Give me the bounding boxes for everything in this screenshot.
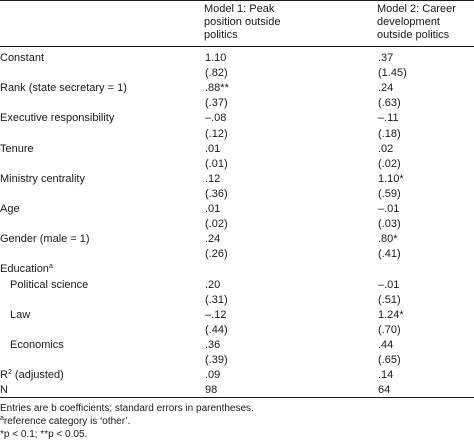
header-rule	[0, 46, 474, 47]
model-1-value: –.12	[205, 308, 227, 321]
model-2-value: .02	[378, 142, 394, 155]
table-row: (.36) (.59)	[0, 187, 474, 202]
table-row: N 98 64	[0, 383, 474, 398]
model-1-value: .01	[205, 142, 221, 155]
model-2-value: –.11	[378, 112, 399, 125]
model-2-value: –.01	[378, 278, 400, 291]
table-row: (.31) (.51)	[0, 293, 474, 308]
table-row: Age .01 –.01	[0, 202, 474, 217]
row-label: Economics	[10, 338, 64, 351]
model-1-value: 1.10	[205, 52, 227, 64]
row-label: N	[0, 384, 8, 397]
table-row: Executive responsibility –.08 –.11	[0, 111, 474, 126]
row-label: Gender (male = 1)	[0, 233, 90, 246]
model-2-value: .44	[378, 338, 394, 351]
model-2-value: (.51)	[378, 293, 401, 306]
model-2-value: 1.24*	[378, 308, 404, 321]
table-row: (.01) (.02)	[0, 157, 474, 172]
table-row: Rank (state secretary = 1) .88** .24	[0, 81, 474, 96]
table-row: Ministry centrality .12 1.10*	[0, 172, 474, 187]
header-model-2: Model 2: Career development outside poli…	[377, 3, 456, 41]
model-1-value: .01	[205, 203, 221, 215]
table-row: R2 (adjusted) .09 .14	[0, 368, 474, 383]
table-row: Educationa	[0, 262, 474, 277]
row-label: Ministry centrality	[0, 172, 85, 185]
model-1-value: (.01)	[205, 157, 228, 170]
model-1-value: .36	[205, 338, 221, 351]
model-1-value: (.02)	[205, 218, 228, 231]
row-label: Constant	[0, 52, 45, 64]
model-1-value: .24	[205, 233, 221, 246]
model-2-value: .37	[378, 52, 394, 64]
header-model-1: Model 1: Peak position outside politics	[204, 3, 281, 41]
model-2-value: 1.10*	[378, 172, 404, 185]
model-1-value: (.12)	[205, 127, 228, 140]
model-1-value: (.26)	[205, 248, 228, 261]
model-2-value: (.59)	[378, 187, 401, 200]
model-1-value: (.44)	[205, 323, 228, 336]
table-row: (.44) (.70)	[0, 323, 474, 338]
model-2-value: –.01	[378, 203, 400, 215]
table-row: (.37) (.63)	[0, 96, 474, 111]
row-label: R2 (adjusted)	[0, 369, 64, 382]
model-2-value: .24	[378, 82, 394, 95]
model-1-value: .20	[205, 278, 221, 291]
model-2-value: 64	[378, 384, 391, 397]
note-entries: Entries are b coefficients; standard err…	[0, 403, 254, 414]
model-2-value: (.02)	[378, 157, 401, 170]
table-row: (.39) (.65)	[0, 353, 474, 368]
model-1-value: .88**	[205, 82, 229, 95]
model-1-value: (.36)	[205, 187, 228, 200]
model-2-value: .80*	[378, 233, 398, 246]
model-2-value: (.63)	[378, 97, 401, 110]
model-2-value: (.03)	[378, 218, 401, 231]
model-2-value: (.70)	[378, 323, 401, 336]
model-2-value: (.41)	[378, 248, 401, 261]
table-row: Constant 1.10 .37	[0, 51, 474, 66]
row-label-superscript: a	[48, 263, 53, 271]
model-1-value: (.82)	[205, 67, 228, 80]
model-1-value: .12	[205, 172, 221, 185]
model-2-value: (.18)	[378, 127, 401, 140]
model-1-value: (.37)	[205, 97, 228, 110]
table-row: Tenure .01 .02	[0, 142, 474, 157]
model-1-value: 98	[205, 384, 218, 397]
model-2-value: (.65)	[378, 354, 401, 366]
top-rule	[0, 0, 474, 1]
model-2-value: (1.45)	[378, 67, 407, 80]
model-1-value: –.08	[205, 112, 227, 125]
model-1-value: (.39)	[205, 354, 228, 366]
row-label: Tenure	[0, 142, 34, 155]
row-label: Age	[0, 203, 20, 215]
row-label: Political science	[10, 278, 89, 291]
table-row: (.82) (1.45)	[0, 66, 474, 81]
table-row: Law –.12 1.24*	[0, 308, 474, 323]
note-significance: *p < 0.1; **p < 0.05.	[0, 429, 88, 440]
table-row: (.12) (.18)	[0, 127, 474, 142]
row-label: Rank (state secretary = 1)	[0, 82, 127, 95]
model-1-value: .09	[205, 369, 221, 382]
table-notes: Entries are b coefficients; standard err…	[0, 402, 254, 441]
row-label: Educationa	[0, 263, 53, 276]
row-label: Law	[10, 308, 31, 321]
note-reference: areference category is ‘other’.	[0, 415, 131, 427]
table-row: (.26) (.41)	[0, 247, 474, 262]
table-row: Economics .36 .44	[0, 338, 474, 353]
table-row: (.02) (.03)	[0, 217, 474, 232]
model-1-value: (.31)	[205, 293, 228, 306]
bottom-rule	[0, 397, 474, 398]
row-label: Executive responsibility	[0, 112, 115, 125]
row-label-superscript: 2	[7, 369, 12, 377]
model-2-value: .14	[378, 369, 394, 382]
table-row: Political science .20 –.01	[0, 278, 474, 293]
table-row: Gender (male = 1) .24 .80*	[0, 232, 474, 247]
